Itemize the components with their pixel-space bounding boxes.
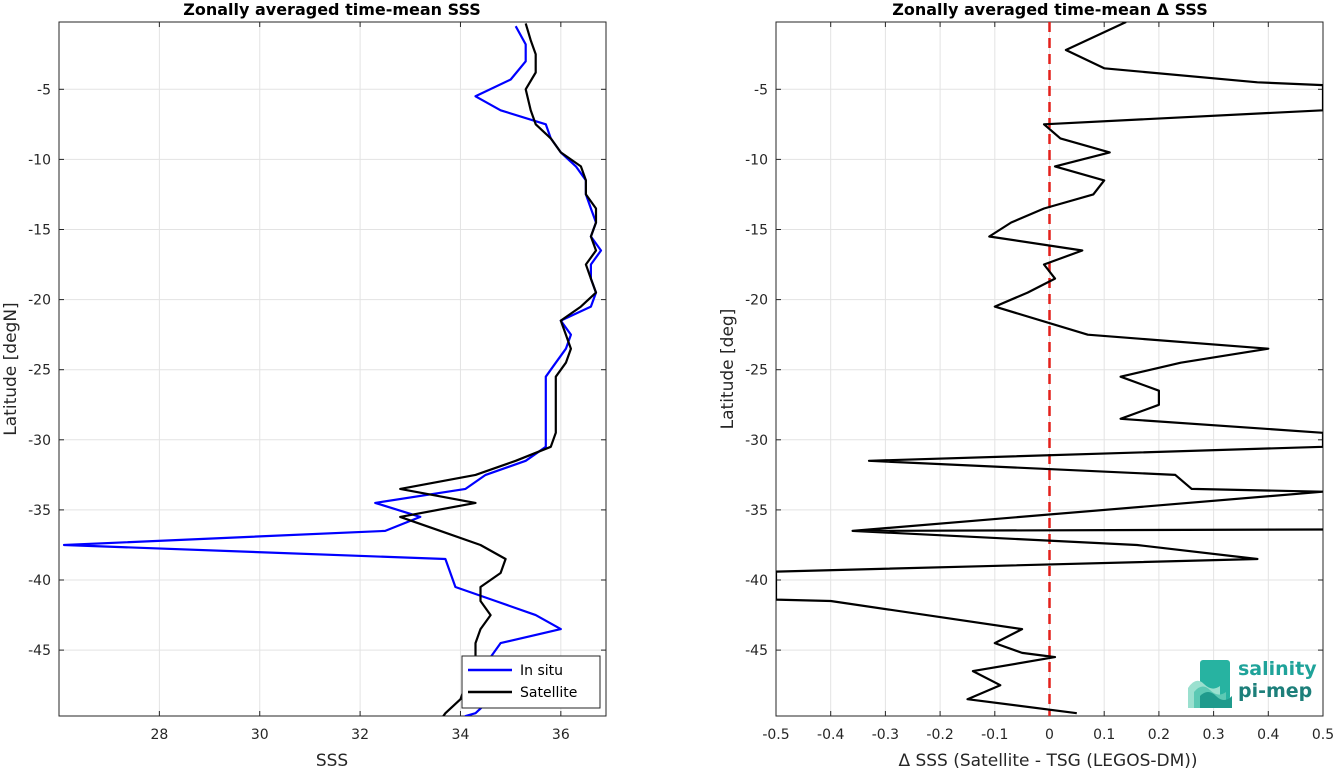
logo-wave-icon xyxy=(1188,660,1232,708)
sss-y-tick-label: -5 xyxy=(37,82,51,98)
sss-y-tick-label: -45 xyxy=(28,643,51,659)
dsss-y-tick-label: -40 xyxy=(745,573,768,589)
dsss-series-0 xyxy=(776,22,1323,715)
sss-y-tick-label: -30 xyxy=(28,433,51,449)
logo-text-pi-mep: pi-mep xyxy=(1238,680,1313,702)
sss-y-tick-label: -35 xyxy=(28,503,51,519)
dsss-y-tick-label: -30 xyxy=(745,433,768,449)
dsss-x-tick-label: -0.5 xyxy=(762,727,789,743)
dsss-x-tick-label: -0.4 xyxy=(817,727,844,743)
sss-axes-box xyxy=(58,21,607,717)
legend-label-satellite: Satellite xyxy=(520,685,577,701)
delta-sss-lines xyxy=(776,22,1323,715)
sss-x-tick-label: 32 xyxy=(351,727,369,743)
legend: In situ Satellite xyxy=(461,655,601,709)
delta-sss-tick-labels: -0.5 -0.4 -0.3 -0.2 -0.1 0 0.1 0.2 0.3 0.4 0.5 -5 -1… xyxy=(745,22,1334,743)
sss-series-satellite xyxy=(399,23,598,716)
dsss-y-tick-label: -20 xyxy=(745,293,768,309)
sss-y-tick-label: -20 xyxy=(28,293,51,309)
sss-x-tick-label: 28 xyxy=(150,727,168,743)
delta-sss-panel: -0.5 -0.4 -0.3 -0.2 -0.1 0 0.1 0.2 0.3 0.4 0.5 -5 -1… xyxy=(718,0,1334,769)
sss-tick-labels: 28 30 32 34 36 -5 -10 -15 -20 -25 -30 -35 -40 -45 xyxy=(28,22,606,743)
dsss-x-tick-label: -0.1 xyxy=(981,727,1008,743)
dsss-y-tick-label: -35 xyxy=(745,503,768,519)
sss-y-tick-label: -10 xyxy=(28,152,51,168)
dsss-y-tick-label: -10 xyxy=(745,152,768,168)
sss-x-tick-label: 30 xyxy=(251,727,269,743)
legend-box xyxy=(461,655,601,709)
sss-x-tick-label: 36 xyxy=(552,727,570,743)
dsss-y-tick-label: -15 xyxy=(745,222,768,238)
sss-y-tick-label: -25 xyxy=(28,363,51,379)
legend-label-in-situ: In situ xyxy=(520,663,563,679)
sss-panel: 28 30 32 34 36 -5 -10 -15 -20 -25 -30 -35 -40 -45 Zon… xyxy=(1,0,607,769)
delta-sss-x-axis-label: Δ SSS (Satellite - TSG (LEGOS-DM)) xyxy=(898,751,1197,769)
sss-y-tick-label: -40 xyxy=(28,573,51,589)
dsss-x-tick-label: 0.5 xyxy=(1312,727,1334,743)
sss-y-tick-label: -15 xyxy=(28,222,51,238)
sss-x-tick-label: 34 xyxy=(452,727,470,743)
dsss-x-tick-label: 0.2 xyxy=(1148,727,1170,743)
sss-x-axis-label: SSS xyxy=(316,751,348,769)
dsss-x-tick-label: 0.1 xyxy=(1093,727,1115,743)
dsss-x-tick-label: 0 xyxy=(1045,727,1054,743)
dsss-y-tick-label: -25 xyxy=(745,363,768,379)
sss-lines xyxy=(62,23,603,716)
dsss-y-tick-label: -45 xyxy=(745,643,768,659)
dsss-y-tick-label: -5 xyxy=(754,82,768,98)
sss-series-in-situ xyxy=(62,25,603,716)
salinity-pi-mep-logo: salinity pi-mep xyxy=(1186,658,1317,710)
sss-y-axis-label: Latitude [degN] xyxy=(1,302,21,435)
logo-text-salinity: salinity xyxy=(1238,658,1317,680)
delta-sss-title: Zonally averaged time-mean Δ SSS xyxy=(892,0,1208,19)
dsss-x-tick-label: 0.3 xyxy=(1202,727,1224,743)
dsss-x-tick-label: -0.3 xyxy=(872,727,899,743)
sss-title: Zonally averaged time-mean SSS xyxy=(183,0,481,19)
delta-sss-y-axis-label: Latitude [deg] xyxy=(718,309,738,430)
dsss-x-tick-label: -0.2 xyxy=(926,727,953,743)
dsss-x-tick-label: 0.4 xyxy=(1257,727,1279,743)
